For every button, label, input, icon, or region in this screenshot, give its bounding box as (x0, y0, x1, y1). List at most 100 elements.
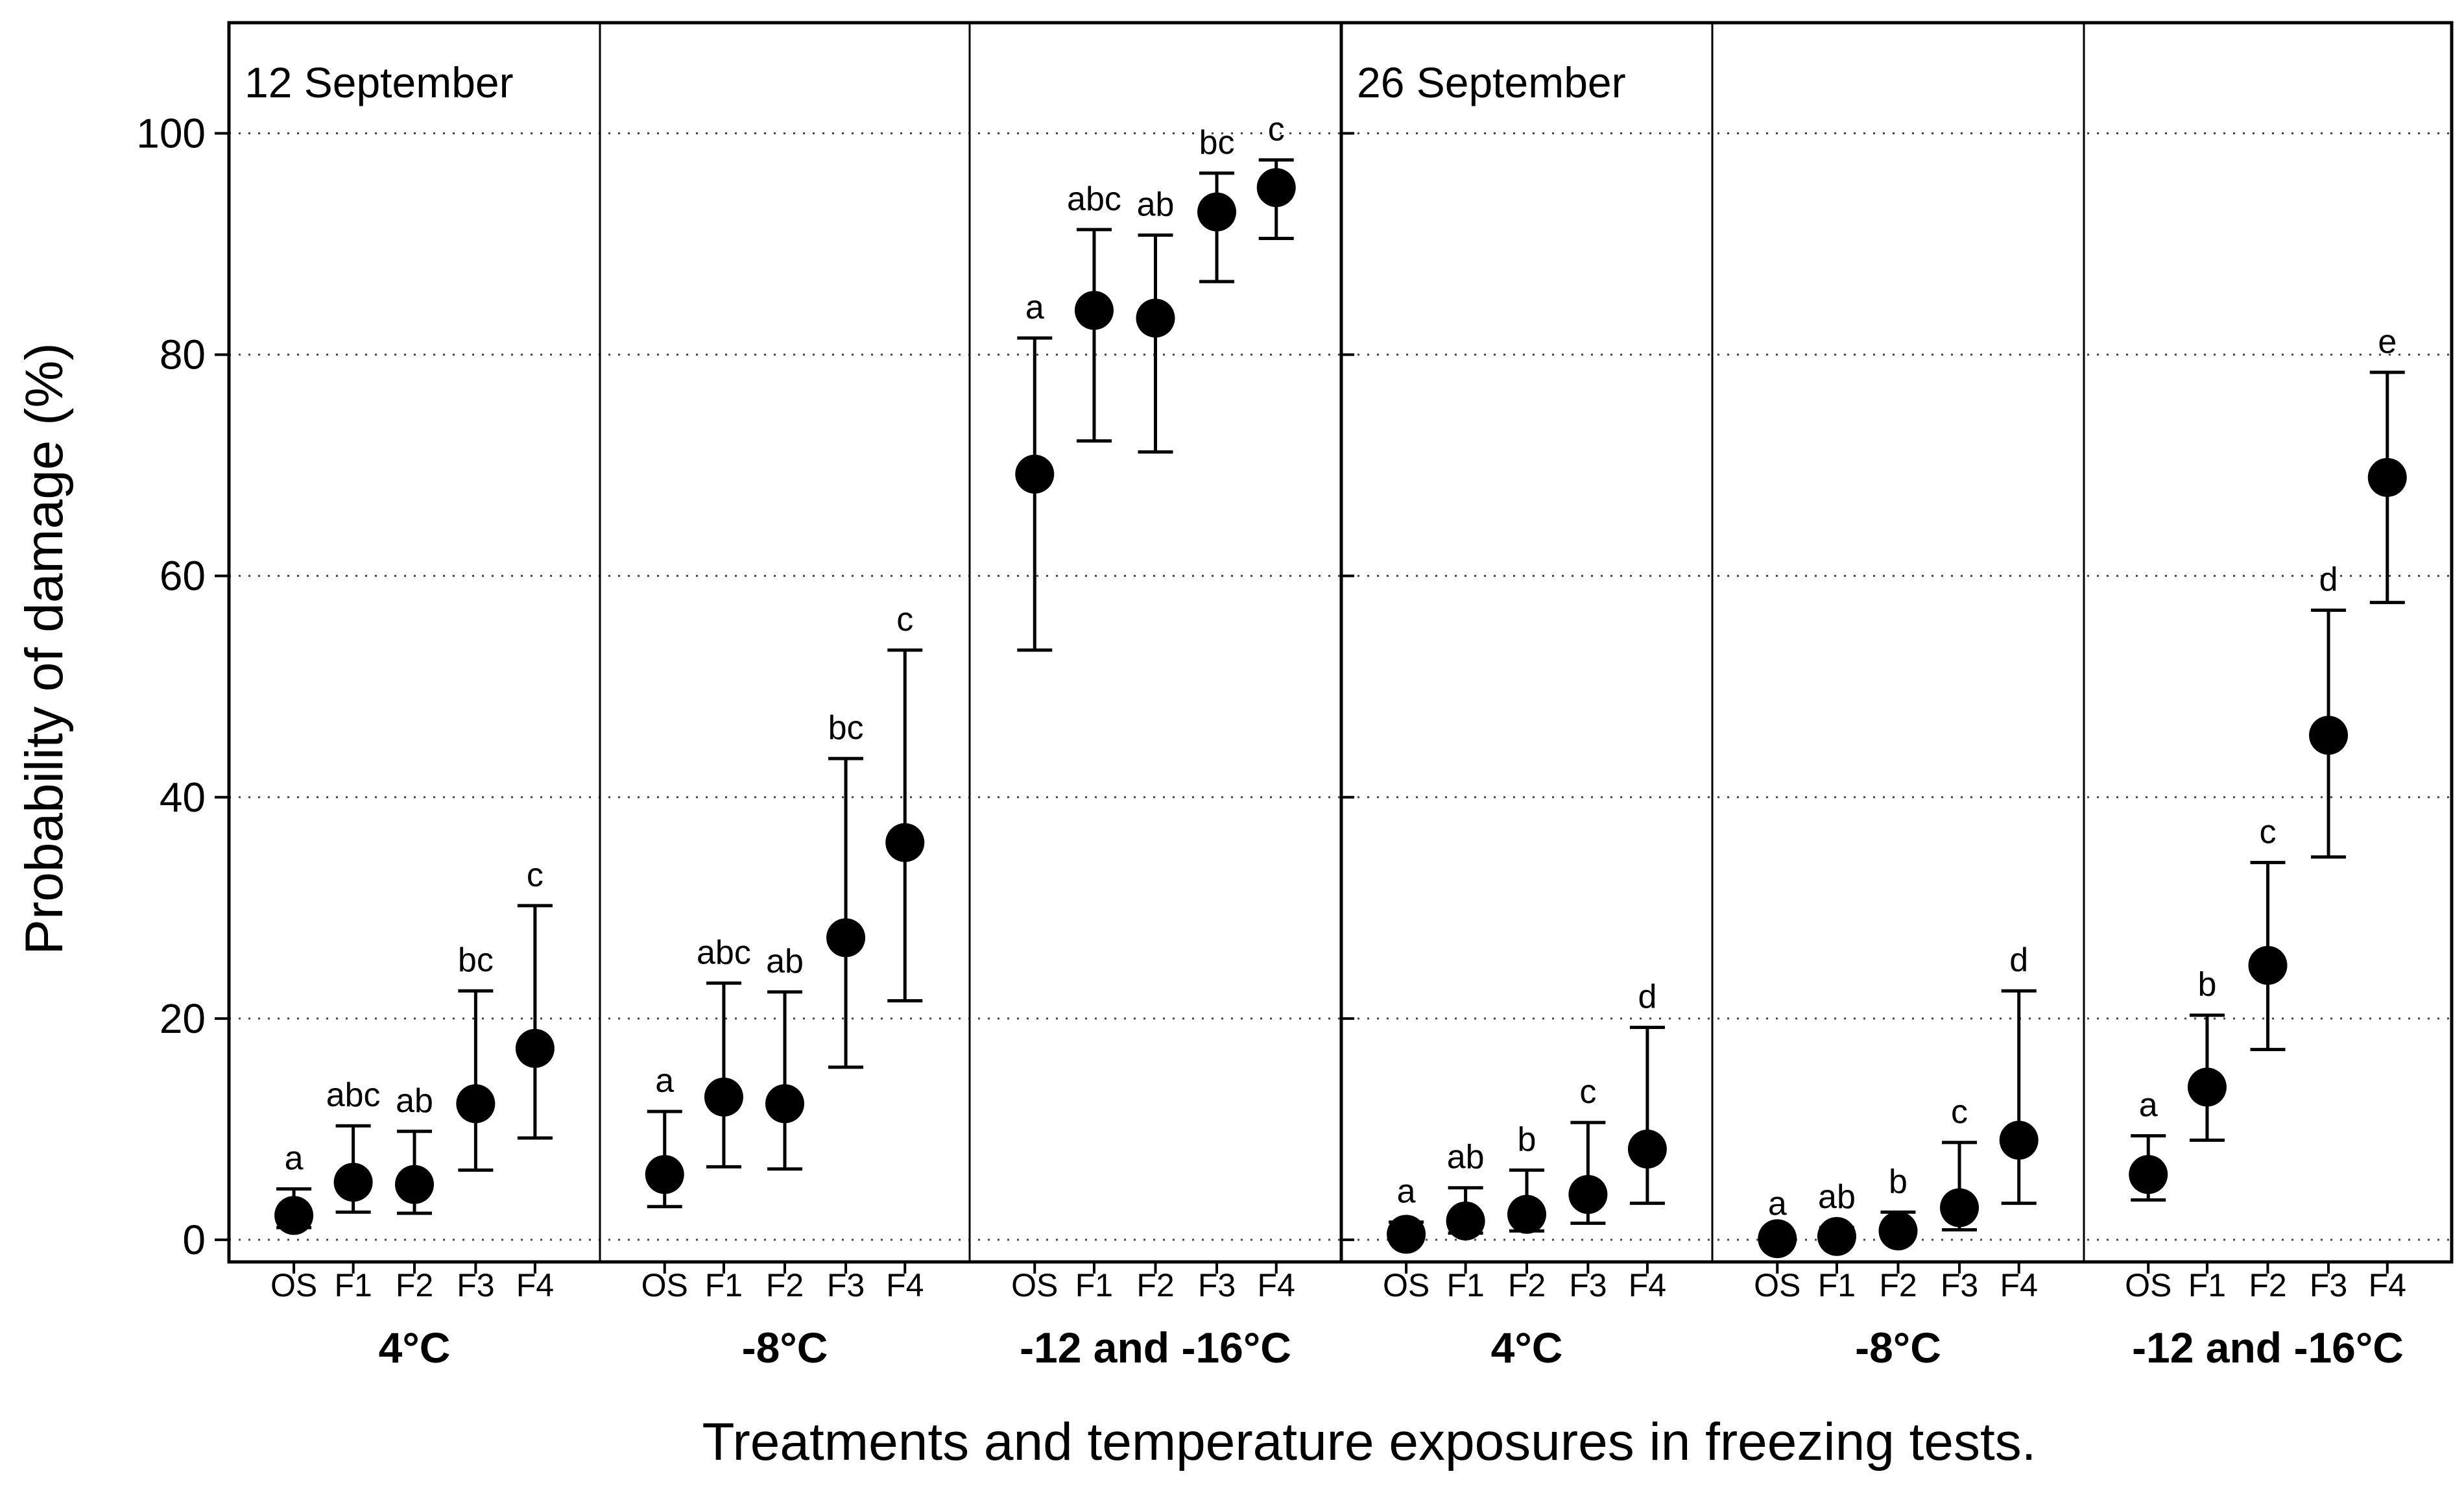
significance-letter: c (1268, 110, 1285, 148)
data-point (1878, 1211, 1918, 1251)
significance-letter: c (1951, 1093, 1968, 1131)
significance-letter: d (2319, 561, 2338, 599)
significance-letter: a (655, 1062, 674, 1100)
significance-letter: bc (1199, 124, 1235, 162)
significance-letter: d (2009, 941, 2028, 979)
x-tick-label: OS (1383, 1267, 1429, 1303)
data-point (395, 1165, 434, 1204)
date-label: 26 September (1357, 58, 1626, 106)
significance-letter: ab (396, 1082, 433, 1120)
significance-letter: b (1518, 1120, 1537, 1158)
significance-letter: a (1025, 289, 1044, 326)
x-tick-label: F1 (334, 1267, 372, 1303)
significance-letter: a (1768, 1185, 1787, 1222)
data-point (274, 1196, 314, 1235)
data-marks (274, 158, 2407, 1259)
labels: 0 20 40 60 80 100 12 September 26 September 4°C O… (136, 58, 2406, 1372)
data-point (1387, 1215, 1426, 1254)
data-point (885, 823, 925, 862)
data-point (333, 1163, 373, 1202)
y-axis-label: Probability of damage (%) (15, 343, 74, 954)
significance-letter: ab (766, 943, 804, 980)
date-label: 12 September (245, 58, 514, 106)
data-point (1256, 168, 1296, 208)
data-point (456, 1084, 496, 1124)
y-tick-label: 0 (182, 1217, 206, 1263)
data-point (704, 1077, 743, 1117)
temperature-label: -12 and -16°C (2132, 1324, 2404, 1372)
significance-letter: c (896, 601, 913, 638)
data-point (2367, 457, 2407, 497)
significance-letter: b (1889, 1163, 1908, 1200)
significance-letter: abc (697, 934, 751, 971)
x-tick-label: OS (641, 1267, 688, 1303)
significance-letter: ab (1447, 1139, 1485, 1176)
x-tick-label: F2 (2249, 1267, 2286, 1303)
x-tick-label: F4 (2000, 1267, 2038, 1303)
data-point (1074, 291, 1114, 330)
significance-letter: a (2139, 1087, 2158, 1124)
data-point (2248, 945, 2288, 985)
y-tick-label: 100 (136, 110, 206, 157)
x-tick-label: F1 (1075, 1267, 1113, 1303)
significance-letter: b (2197, 966, 2216, 1004)
y-tick-label: 80 (160, 332, 206, 378)
data-point (1197, 192, 1237, 232)
significance-letter: c (1579, 1073, 1596, 1111)
x-tick-label: F4 (516, 1267, 554, 1303)
data-point (1136, 298, 1175, 338)
significance-letter: bc (828, 709, 864, 747)
x-tick-label: OS (1011, 1267, 1058, 1303)
data-point (1758, 1219, 1797, 1259)
y-tick-label: 20 (160, 995, 206, 1042)
x-tick-label: F4 (886, 1267, 924, 1303)
temperature-label: -8°C (742, 1324, 828, 1372)
x-axis-label: Treatments and temperature exposures in … (702, 1412, 2036, 1471)
data-point (2129, 1155, 2168, 1194)
data-point (1446, 1201, 1485, 1241)
data-point (1015, 454, 1055, 494)
x-tick-label: F1 (1446, 1267, 1484, 1303)
y-tick-label: 40 (160, 774, 206, 821)
temperature-label: -12 and -16°C (1020, 1324, 1291, 1372)
significance-letter: abc (1067, 180, 1121, 218)
temperature-label: 4°C (1491, 1324, 1563, 1372)
data-point (1940, 1188, 1980, 1228)
significance-letter: a (1397, 1173, 1416, 1211)
data-point (1568, 1174, 1608, 1214)
x-tick-label: F1 (2188, 1267, 2226, 1303)
x-tick-label: F2 (1879, 1267, 1917, 1303)
significance-letter: e (2378, 323, 2397, 361)
data-point (765, 1084, 804, 1124)
data-point (1507, 1194, 1546, 1234)
significance-letter: c (527, 856, 544, 894)
significance-letter: c (2260, 813, 2277, 851)
x-tick-label: F3 (2310, 1267, 2347, 1303)
x-tick-label: F4 (2369, 1267, 2406, 1303)
x-tick-label: F1 (705, 1267, 743, 1303)
x-tick-label: F2 (766, 1267, 804, 1303)
y-tick-label: 60 (160, 553, 206, 599)
x-tick-label: F3 (1569, 1267, 1607, 1303)
data-point (2309, 716, 2349, 755)
data-point (826, 918, 866, 958)
x-tick-label: F3 (1198, 1267, 1236, 1303)
significance-letter: bc (458, 941, 494, 979)
data-point (645, 1155, 684, 1194)
x-tick-label: F2 (1508, 1267, 1546, 1303)
significance-letter: ab (1137, 186, 1175, 223)
data-point (515, 1028, 555, 1068)
x-tick-label: F3 (457, 1267, 494, 1303)
frame-26-september (1339, 21, 2454, 1264)
temperature-label: 4°C (379, 1324, 451, 1372)
significance-letter: abc (326, 1076, 381, 1114)
x-tick-label: F2 (396, 1267, 433, 1303)
x-tick-label: F3 (827, 1267, 865, 1303)
significance-letter: a (285, 1139, 304, 1177)
data-point (1999, 1120, 2039, 1160)
significance-letter: ab (1818, 1178, 1856, 1216)
x-tick-label: F1 (1818, 1267, 1856, 1303)
x-tick-label: OS (1754, 1267, 1800, 1303)
plot-frame (215, 21, 2454, 1274)
